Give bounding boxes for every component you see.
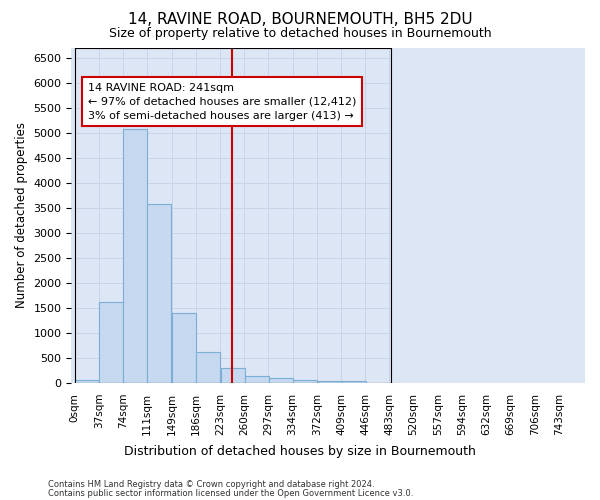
Bar	[172, 313, 196, 383]
Bar	[75, 380, 99, 383]
Bar	[269, 378, 293, 383]
Text: Contains HM Land Registry data © Crown copyright and database right 2024.: Contains HM Land Registry data © Crown c…	[48, 480, 374, 489]
Text: Distribution of detached houses by size in Bournemouth: Distribution of detached houses by size …	[124, 444, 476, 458]
Text: 14, RAVINE ROAD, BOURNEMOUTH, BH5 2DU: 14, RAVINE ROAD, BOURNEMOUTH, BH5 2DU	[128, 12, 472, 28]
Bar	[293, 380, 317, 383]
Text: Contains public sector information licensed under the Open Government Licence v3: Contains public sector information licen…	[48, 489, 413, 498]
Bar	[343, 381, 367, 383]
Y-axis label: Number of detached properties: Number of detached properties	[15, 122, 28, 308]
Text: Size of property relative to detached houses in Bournemouth: Size of property relative to detached ho…	[109, 28, 491, 40]
Bar	[367, 382, 391, 383]
Bar	[245, 376, 269, 383]
Bar	[318, 381, 342, 383]
Bar	[99, 302, 123, 383]
Text: 14 RAVINE ROAD: 241sqm
← 97% of detached houses are smaller (12,412)
3% of semi-: 14 RAVINE ROAD: 241sqm ← 97% of detached…	[88, 82, 356, 120]
Bar	[221, 368, 245, 383]
Bar	[123, 128, 147, 383]
Bar	[148, 204, 172, 383]
Bar	[196, 352, 220, 383]
